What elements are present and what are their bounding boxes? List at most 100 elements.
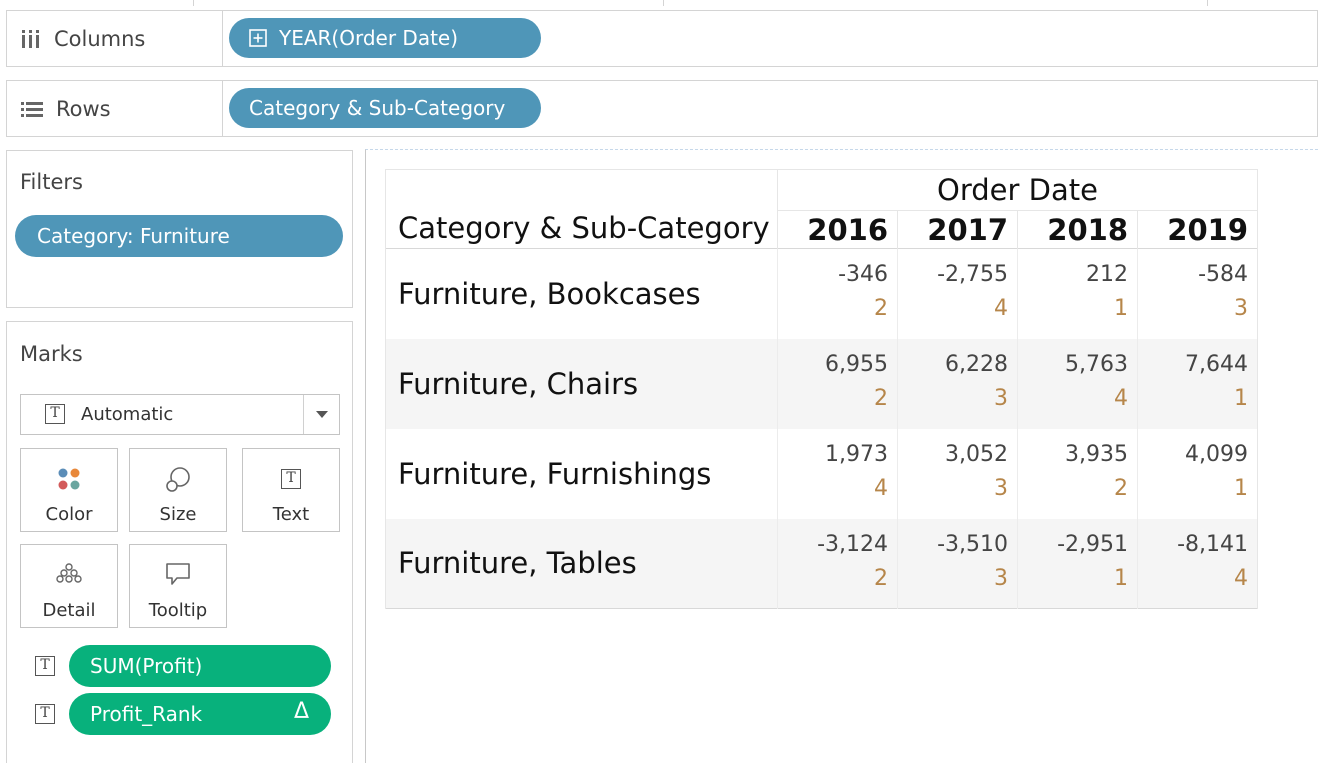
size-icon (166, 467, 190, 492)
row-label[interactable]: Furniture, Tables (385, 518, 778, 609)
rank-value: 2 (874, 385, 888, 411)
rank-value: 2 (1114, 475, 1128, 501)
filters-title: Filters (20, 170, 83, 194)
text-button[interactable]: T Text (242, 448, 340, 532)
table-cell[interactable]: -2,755 4 (897, 248, 1018, 339)
table-cell[interactable]: 6,955 2 (777, 338, 898, 429)
color-button[interactable]: Color (20, 448, 118, 532)
size-button[interactable]: Size (129, 448, 227, 532)
table-cell[interactable]: -3,510 3 (897, 518, 1018, 609)
mark-type-value: Automatic (81, 404, 174, 425)
rows-icon (21, 101, 43, 117)
columns-shelf-header: Columns (7, 11, 223, 66)
text-mark-icon: T (45, 404, 65, 424)
detail-label: Detail (42, 600, 96, 621)
text-label: Text (272, 504, 310, 525)
rows-shelf-header: Rows (7, 81, 223, 136)
table-cell[interactable]: -2,951 1 (1017, 518, 1138, 609)
rank-value: 1 (1114, 296, 1128, 321)
year-header[interactable]: 2016 (777, 210, 898, 249)
marks-panel: Marks T Automatic Color Size T Text (6, 321, 353, 763)
table-cell[interactable]: 6,228 3 (897, 338, 1018, 429)
text-icon: T (281, 469, 301, 489)
crosstab-table: Category & Sub-Category Order Date 2016 … (385, 169, 1258, 609)
table-cell[interactable]: 212 1 (1017, 248, 1138, 339)
row-label[interactable]: Furniture, Chairs (385, 338, 778, 429)
profit-value: 6,228 (945, 351, 1008, 377)
table-cell[interactable]: 3,935 2 (1017, 428, 1138, 519)
profit-value: -3,124 (817, 531, 888, 557)
rank-value: 4 (1234, 565, 1248, 591)
field-pill-label: SUM(Profit) (90, 654, 203, 678)
columns-label: Columns (54, 26, 146, 51)
rank-value: 4 (1114, 385, 1128, 411)
dropdown-arrow[interactable] (303, 395, 339, 434)
table-row: Furniture, Tables -3,124 2 -3,510 3 -2,951… (385, 518, 1258, 609)
column-group-header[interactable]: Order Date (777, 169, 1258, 211)
columns-shelf[interactable]: Columns YEAR(Order Date) (6, 10, 1318, 67)
rank-value: 1 (1114, 565, 1128, 591)
rank-value: 4 (994, 296, 1008, 321)
profit-value: 5,763 (1065, 351, 1128, 377)
profit-value: 7,644 (1185, 351, 1248, 377)
profit-value: 6,955 (825, 351, 888, 377)
year-header[interactable]: 2017 (897, 210, 1018, 249)
profit-value: 212 (1086, 262, 1128, 287)
row-label[interactable]: Furniture, Furnishings (385, 428, 778, 519)
color-icon (58, 468, 80, 490)
row-header-title[interactable]: Category & Sub-Category (385, 169, 778, 249)
color-label: Color (45, 504, 93, 525)
field-pill-sum-profit[interactable]: SUM(Profit) (69, 645, 331, 687)
rows-label: Rows (56, 96, 111, 121)
filter-pill-category-furniture[interactable]: Category: Furniture (15, 215, 343, 257)
size-label: Size (159, 504, 197, 525)
tooltip-label: Tooltip (148, 600, 208, 621)
year-header-row: 2016 2017 2018 2019 (386, 210, 1258, 249)
year-header[interactable]: 2018 (1017, 210, 1138, 249)
text-encoding-icon: T (35, 656, 55, 676)
rank-value: 3 (994, 385, 1008, 411)
profit-value: 3,052 (945, 441, 1008, 467)
columns-pill-year-order-date[interactable]: YEAR(Order Date) (229, 18, 541, 58)
table-cell[interactable]: 3,052 3 (897, 428, 1018, 519)
table-cell[interactable]: -8,141 4 (1137, 518, 1258, 609)
detail-button[interactable]: Detail (20, 544, 118, 628)
table-cell[interactable]: 7,644 1 (1137, 338, 1258, 429)
year-header[interactable]: 2019 (1137, 210, 1258, 249)
rank-value: 4 (874, 475, 888, 501)
profit-value: 4,099 (1185, 441, 1248, 467)
rank-value: 1 (1234, 385, 1248, 411)
profit-value: -3,510 (937, 531, 1008, 557)
table-calc-delta-icon: Δ (293, 699, 309, 724)
rows-pill-label: Category & Sub-Category (249, 96, 506, 120)
rank-value: 3 (994, 475, 1008, 501)
profit-value: 1,973 (825, 441, 888, 467)
tooltip-button[interactable]: Tooltip (129, 544, 227, 628)
profit-value: 3,935 (1065, 441, 1128, 467)
rows-pill-category-sub-category[interactable]: Category & Sub-Category (229, 88, 541, 128)
profit-value: -2,951 (1057, 531, 1128, 557)
chevron-down-icon (315, 411, 328, 418)
profit-value: -2,755 (937, 262, 1008, 287)
rank-value: 3 (1234, 296, 1248, 321)
profit-value: -584 (1198, 262, 1248, 287)
field-pill-label: Profit_Rank (90, 702, 203, 726)
profit-value: -346 (838, 262, 888, 287)
mark-type-dropdown[interactable]: T Automatic (20, 394, 340, 435)
row-label[interactable]: Furniture, Bookcases (385, 248, 778, 339)
table-cell[interactable]: -3,124 2 (777, 518, 898, 609)
table-cell[interactable]: -584 3 (1137, 248, 1258, 339)
rank-value: 2 (874, 565, 888, 591)
text-encoding-icon: T (35, 704, 55, 724)
profit-value: -8,141 (1177, 531, 1248, 557)
expand-plus-icon[interactable] (249, 29, 267, 47)
tooltip-icon (166, 563, 190, 585)
columns-pill-label: YEAR(Order Date) (279, 26, 459, 50)
table-cell[interactable]: 1,973 4 (777, 428, 898, 519)
table-cell[interactable]: -346 2 (777, 248, 898, 339)
table-cell[interactable]: 5,763 4 (1017, 338, 1138, 429)
field-pill-profit-rank[interactable]: Profit_Rank Δ (69, 693, 331, 735)
rows-shelf[interactable]: Rows Category & Sub-Category (6, 80, 1318, 137)
filters-panel: Filters Category: Furniture (6, 150, 353, 308)
table-cell[interactable]: 4,099 1 (1137, 428, 1258, 519)
